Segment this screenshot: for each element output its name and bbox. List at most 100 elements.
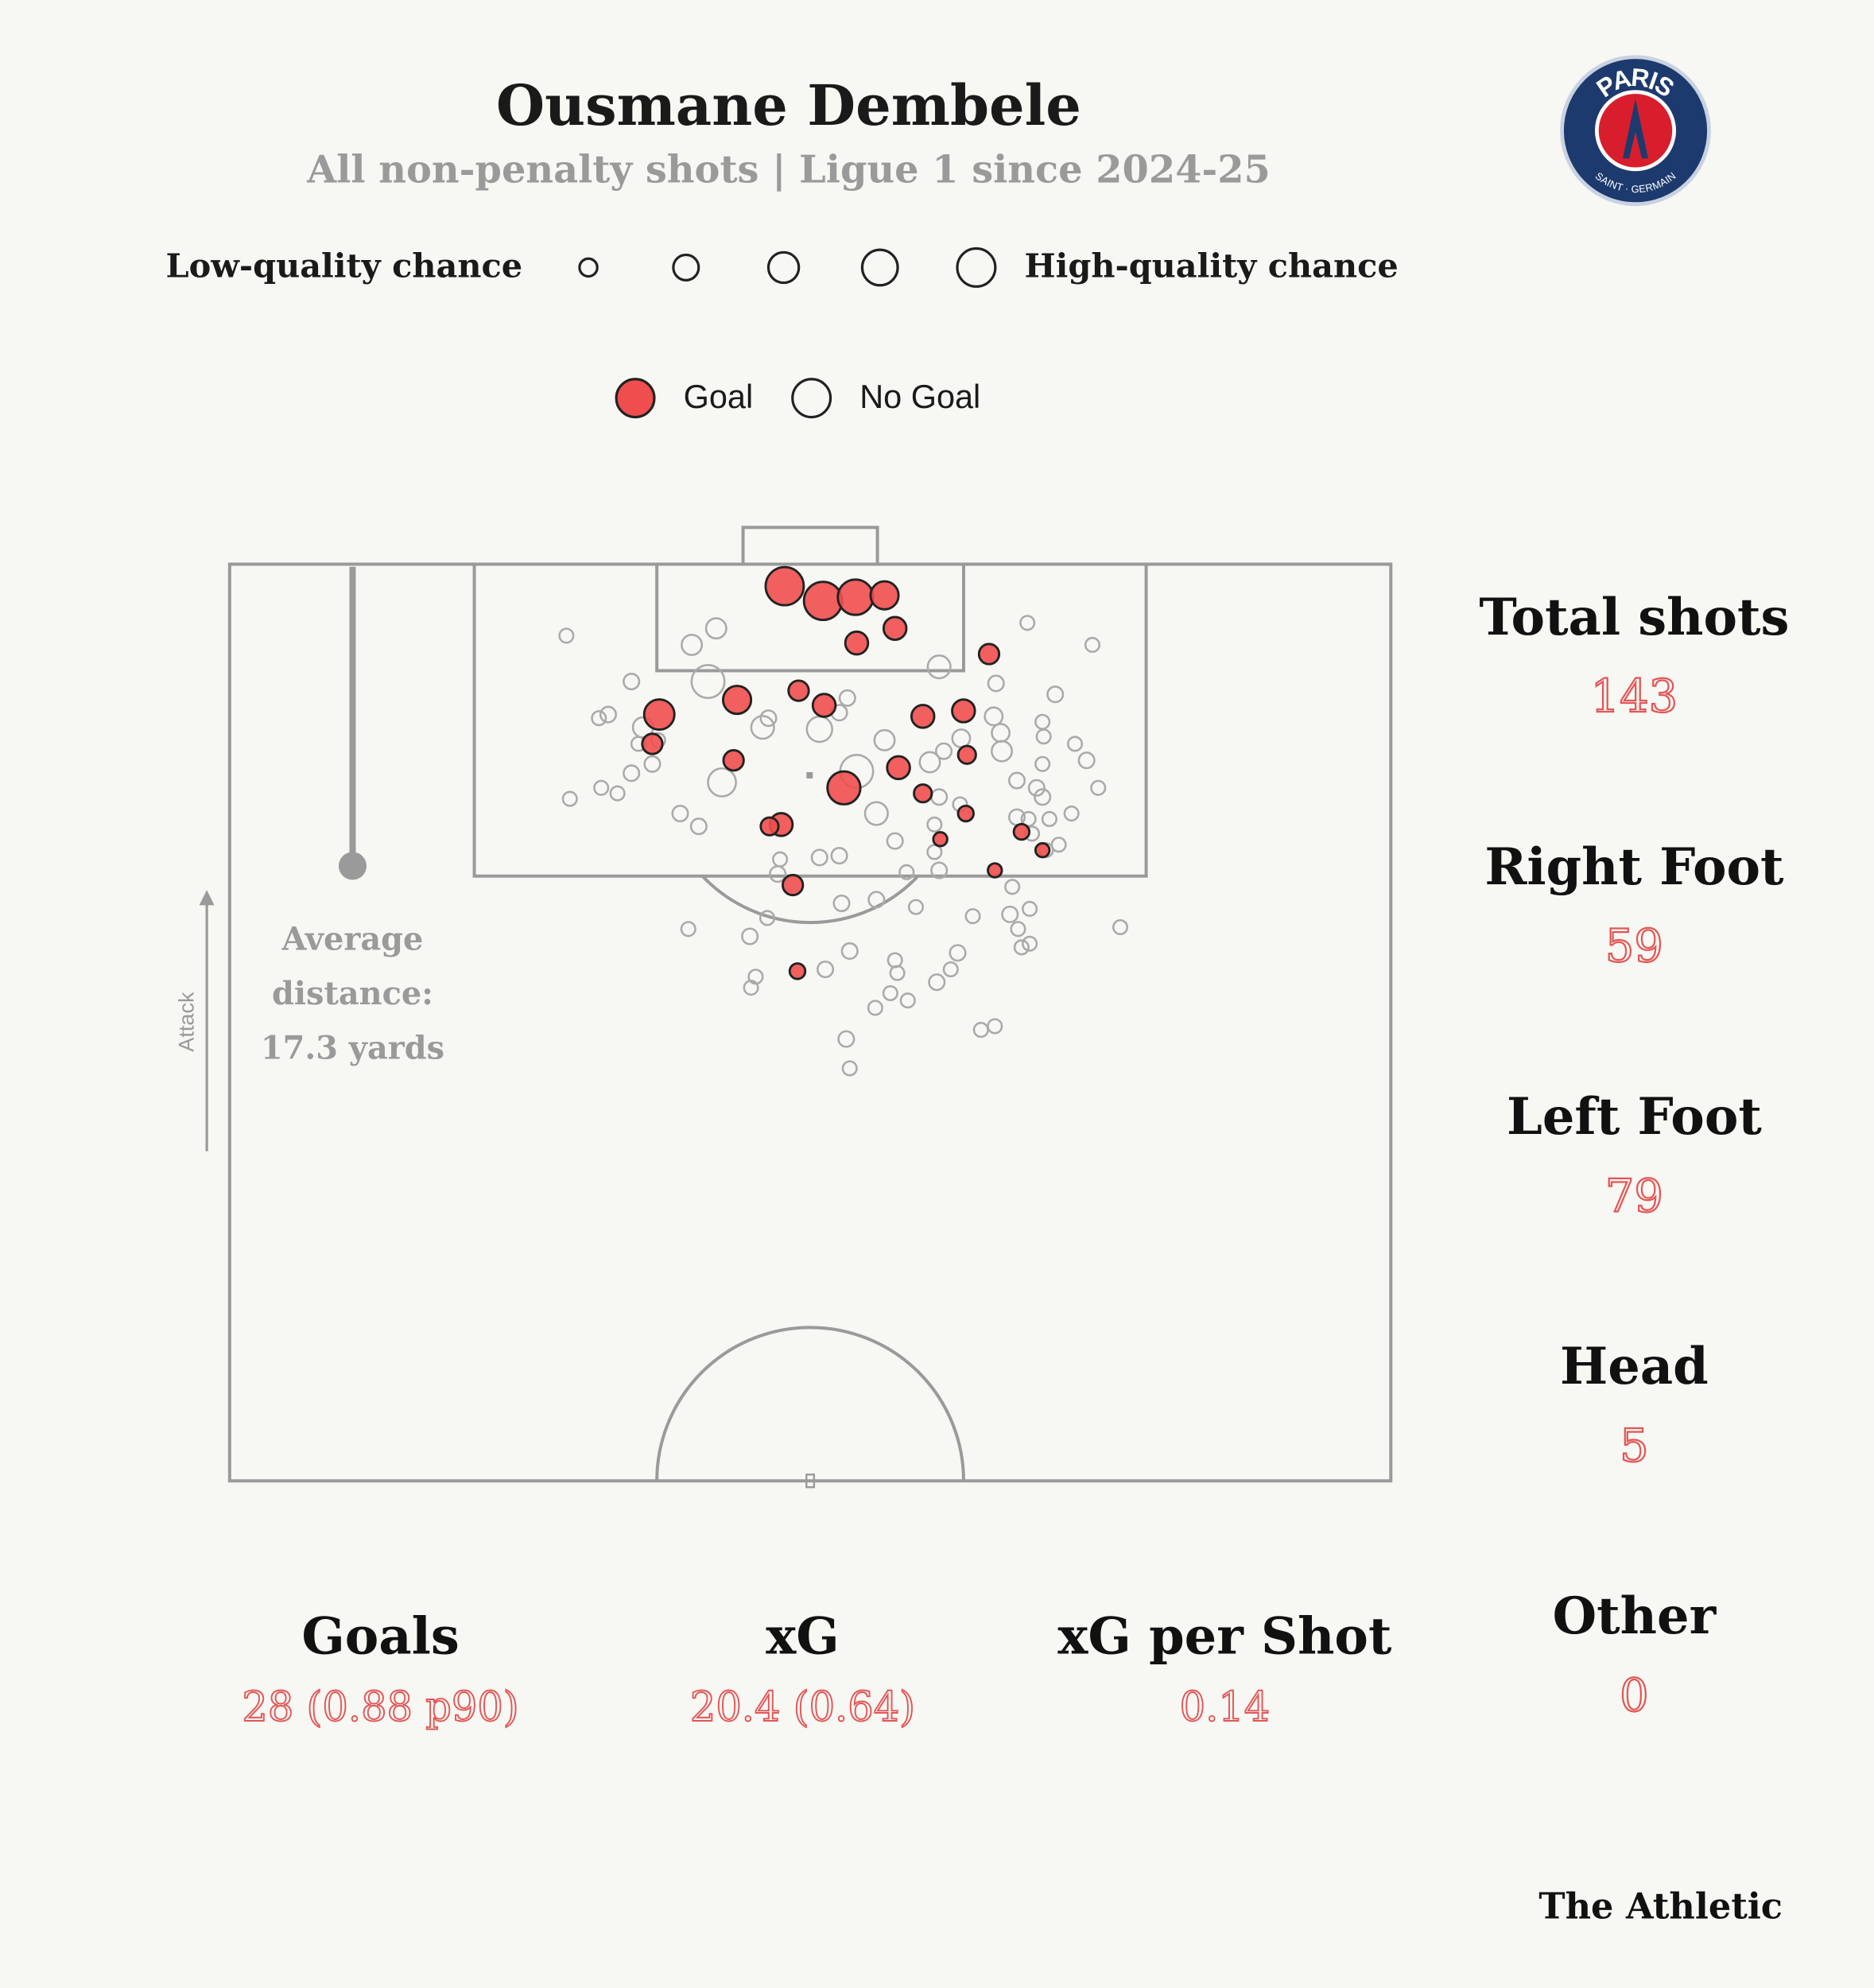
shot (984, 706, 1004, 727)
stat-value: 143 (1591, 670, 1678, 723)
shot (863, 801, 889, 826)
logo: PARIS SAINT · GERMAIN (1560, 55, 1711, 207)
shot (918, 751, 941, 774)
shot (1013, 939, 1030, 956)
goal-shot (956, 744, 977, 765)
size-legend-circle (766, 250, 801, 285)
shot (907, 899, 925, 915)
goal-shot (951, 698, 976, 724)
shot (1027, 779, 1046, 797)
goal-shot (844, 630, 870, 656)
goal-shot (722, 749, 745, 772)
pitch (227, 526, 1393, 1489)
shot (1077, 751, 1096, 770)
shot (623, 673, 641, 691)
size-legend-high: High-quality chance (1025, 247, 1399, 285)
goal-shot (956, 804, 975, 823)
goal-shot (886, 755, 911, 781)
shot (1001, 905, 1019, 923)
shot (934, 742, 953, 760)
subtitle: All non-penalty shots | Ligue 1 since 20… (306, 147, 1271, 192)
annotation-line: distance: (272, 976, 433, 1012)
logo-tower (1623, 99, 1648, 159)
stat-value: 0 (1620, 1668, 1649, 1722)
annotation-line: 17.3 yards (261, 1031, 444, 1067)
shot (810, 848, 828, 867)
goal-shot (836, 578, 875, 616)
shot (949, 944, 967, 962)
shot (689, 817, 708, 836)
shot (707, 767, 737, 798)
shot (1022, 900, 1038, 917)
penalty-arc (701, 875, 920, 924)
shot (1035, 728, 1052, 745)
goal-shot (1012, 822, 1031, 841)
shot (867, 891, 886, 909)
goal-shot (882, 615, 908, 641)
shot (1022, 935, 1038, 952)
shot (882, 984, 898, 1002)
stat-label: Head (1560, 1337, 1709, 1396)
shot (837, 1030, 856, 1048)
shot (987, 1018, 1003, 1035)
legend-label: Goal (684, 378, 754, 415)
shot (769, 865, 787, 883)
shot (1007, 771, 1026, 790)
shot (593, 779, 610, 796)
goal-shot (932, 831, 949, 848)
shot (591, 710, 607, 727)
shot (987, 674, 1005, 693)
shot (1010, 921, 1026, 938)
shot (832, 894, 851, 913)
goal-shot (910, 704, 936, 729)
shot (991, 740, 1014, 763)
shot (964, 908, 981, 925)
size-legend-circle (956, 247, 997, 288)
shot (1020, 810, 1037, 828)
stat-value: 79 (1605, 1169, 1663, 1222)
shot (690, 664, 726, 700)
footer: The Athletic (1538, 1885, 1783, 1928)
shot (830, 847, 848, 865)
size-legend: Low-quality chance High-quality chance (165, 247, 1399, 288)
shot (1034, 788, 1052, 806)
stat-label: xG (766, 1607, 839, 1667)
shot (928, 973, 946, 992)
legend-marker (791, 378, 832, 419)
stat-label: Other (1553, 1586, 1717, 1646)
shot (1034, 755, 1051, 772)
centre-circle (655, 1326, 965, 1481)
attack-arrow: Attack (173, 890, 215, 1151)
shot (1050, 837, 1067, 853)
shot (680, 921, 696, 938)
goal-shot (787, 679, 810, 702)
shot (1063, 806, 1080, 822)
stat-value: 0.14 (1180, 1684, 1271, 1731)
title: Ousmane Dembele (496, 72, 1081, 138)
shot (840, 942, 859, 960)
shot (898, 864, 915, 880)
shot (926, 654, 952, 680)
stat-value: 59 (1605, 919, 1663, 973)
stat-label: Total shots (1479, 588, 1789, 647)
goal-shot (722, 685, 753, 716)
shot (743, 980, 759, 996)
goal-shot (977, 643, 1001, 666)
shot (817, 960, 835, 979)
average-distance: Average distance: 17.3 yards (261, 566, 444, 1067)
shot (886, 832, 904, 850)
annotation-line: Average (281, 922, 424, 958)
size-legend-low: Low-quality chance (165, 247, 522, 285)
shot (873, 728, 896, 751)
goal-shot (811, 693, 837, 718)
stat-value: 20.4 (0.64) (690, 1684, 915, 1731)
shot (841, 1060, 858, 1077)
shot (681, 633, 704, 656)
shot (609, 785, 626, 802)
shots (558, 565, 1129, 1077)
goal-shot (764, 565, 805, 607)
shot (930, 861, 949, 879)
stat-value: 5 (1620, 1419, 1649, 1472)
shot (1046, 685, 1065, 704)
